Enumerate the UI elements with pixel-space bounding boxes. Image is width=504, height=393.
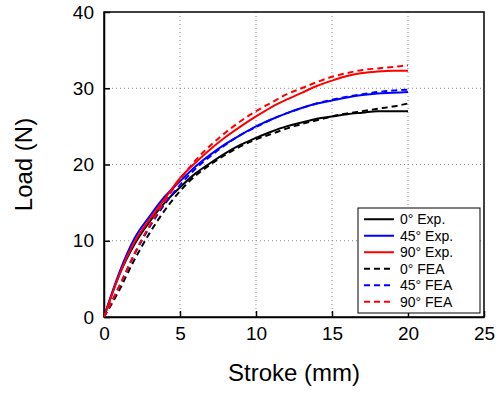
y-axis-title: Load (N)	[10, 118, 37, 211]
plot-frame	[104, 12, 484, 317]
tick-mark	[332, 311, 334, 317]
legend-label: 0° Exp.	[400, 211, 445, 227]
tick-label: 0	[83, 307, 94, 328]
legend-swatch	[364, 218, 394, 220]
tick: 10	[246, 311, 267, 344]
x-axis-title: Stroke (mm)	[228, 359, 360, 386]
legend-label: 90° Exp.	[400, 244, 453, 260]
tick-mark	[256, 311, 258, 317]
tick: 15	[322, 311, 343, 344]
grid-line	[104, 164, 484, 165]
legend-label: 45° Exp.	[400, 228, 453, 244]
tick-label: 0	[99, 323, 110, 344]
legend-label: 90° FEA	[400, 294, 453, 310]
tick-label: 10	[246, 323, 267, 344]
grid-line	[104, 88, 484, 89]
legend-box	[358, 208, 480, 313]
grid	[104, 12, 484, 317]
tick: 5	[175, 311, 186, 344]
legend-swatch	[364, 251, 394, 253]
tick-label: 40	[73, 2, 94, 23]
legend: 0° Exp.45° Exp.90° Exp.0° FEA45° FEA90° …	[358, 208, 480, 313]
legend-swatch	[364, 268, 394, 270]
legend-swatch	[364, 235, 394, 237]
legend-swatch	[364, 284, 394, 286]
tick-label: 30	[73, 78, 94, 99]
tick-label: 5	[175, 323, 186, 344]
plot: 0 5 10 15 20 25 0 10 20 30 40 0° Exp.45° Exp.90° Ex…	[73, 2, 495, 345]
x-axis: 0 5 10 15 20 25	[99, 311, 495, 344]
tick-label: 25	[474, 323, 495, 344]
tick-mark	[104, 88, 110, 90]
tick-mark	[180, 311, 182, 317]
tick: 20	[398, 311, 419, 344]
tick-label: 10	[73, 230, 94, 251]
chart: 0 5 10 15 20 25 0 10 20 30 40 0° Exp.45° Exp.90° Ex…	[0, 0, 504, 393]
legend-label: 0° FEA	[400, 261, 445, 277]
tick-mark	[104, 164, 110, 166]
legend-swatch	[364, 301, 394, 303]
tick-label: 20	[398, 323, 419, 344]
tick-label: 20	[73, 154, 94, 175]
legend-label: 45° FEA	[400, 277, 453, 293]
tick-label: 15	[322, 323, 343, 344]
tick-mark	[104, 241, 110, 243]
